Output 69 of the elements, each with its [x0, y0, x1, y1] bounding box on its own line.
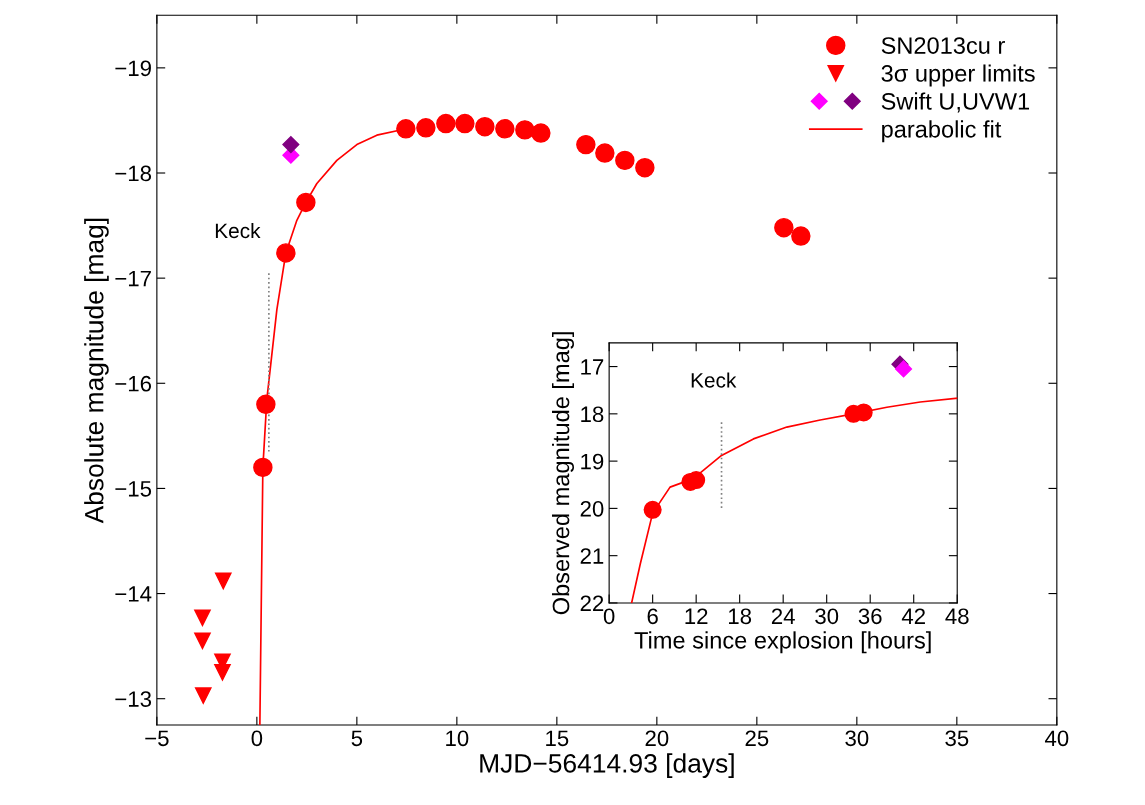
- legend-label: SN2013cu r: [881, 37, 1005, 54]
- x-tick-label: 20: [645, 730, 669, 747]
- y-tick-label: −15: [115, 481, 152, 497]
- x-tick-label: 40: [1044, 730, 1069, 747]
- point: [436, 113, 456, 134]
- point: [774, 217, 794, 238]
- x-tick-label: 15: [546, 730, 569, 747]
- point: [576, 134, 596, 155]
- x-tick-label: 0: [251, 730, 263, 747]
- y-tick-label: −19: [115, 60, 151, 77]
- point: [194, 687, 212, 704]
- point: [194, 632, 211, 650]
- x-tick-label: 35: [945, 730, 969, 747]
- x-tick-label: −5: [145, 730, 169, 747]
- x-tick-label: 42: [901, 608, 925, 624]
- legend-label: parabolic fit: [882, 120, 1002, 143]
- x-tick-label: 6: [647, 608, 658, 625]
- point: [194, 609, 211, 627]
- point: [643, 500, 662, 519]
- point: [475, 117, 495, 137]
- point: [635, 158, 655, 178]
- x-tick-label: 36: [858, 608, 882, 625]
- legend-label: 3σ upper limits: [881, 64, 1035, 87]
- point: [396, 119, 416, 139]
- point: [515, 120, 535, 140]
- point: [895, 360, 913, 378]
- point: [214, 572, 232, 590]
- point: [253, 457, 273, 478]
- y-axis-title: Absolute magnitude [mag]: [84, 218, 109, 524]
- point: [615, 150, 635, 171]
- point: [282, 136, 300, 154]
- y-tick-label: 20: [580, 500, 604, 517]
- x-tick-label: 12: [685, 608, 708, 624]
- y-tick-label: 22: [580, 595, 604, 611]
- point: [256, 394, 276, 415]
- y-tick-label: 17: [581, 359, 604, 375]
- point: [416, 118, 436, 138]
- y-axis-title: Observed magnitude [mag]: [552, 332, 575, 615]
- point: [495, 119, 515, 139]
- point: [214, 664, 231, 681]
- y-tick-label: −18: [115, 165, 152, 182]
- point: [296, 192, 316, 213]
- x-tick-label: 0: [603, 608, 615, 625]
- x-tick-label: 30: [845, 730, 869, 747]
- line-series: [630, 397, 958, 603]
- y-tick-label: −17: [115, 270, 151, 287]
- x-tick-label: 48: [945, 608, 969, 625]
- x-tick-label: 18: [729, 608, 752, 625]
- y-tick-label: −13: [115, 691, 152, 707]
- point: [595, 143, 615, 163]
- x-tick-label: 25: [745, 730, 769, 747]
- point: [531, 123, 551, 143]
- x-axis-title: Time since explosion [hours]: [634, 631, 931, 654]
- y-tick-label: −16: [115, 375, 152, 392]
- legend-label: Swift U,UVW1: [881, 92, 1030, 113]
- y-tick-label: −14: [115, 586, 152, 602]
- point: [455, 113, 475, 134]
- x-tick-label: 10: [446, 730, 469, 747]
- x-tick-label: 24: [771, 608, 795, 624]
- point: [276, 243, 296, 263]
- x-axis-title: MJD−56414.93 [days]: [480, 753, 734, 778]
- annotation: Keck: [691, 372, 737, 388]
- annotation: Keck: [215, 222, 261, 239]
- y-tick-label: 21: [580, 548, 604, 564]
- point: [791, 226, 811, 246]
- y-tick-label: 19: [581, 453, 604, 470]
- x-tick-label: 30: [815, 608, 839, 625]
- y-tick-label: 18: [581, 406, 604, 423]
- x-tick-label: 5: [351, 730, 363, 747]
